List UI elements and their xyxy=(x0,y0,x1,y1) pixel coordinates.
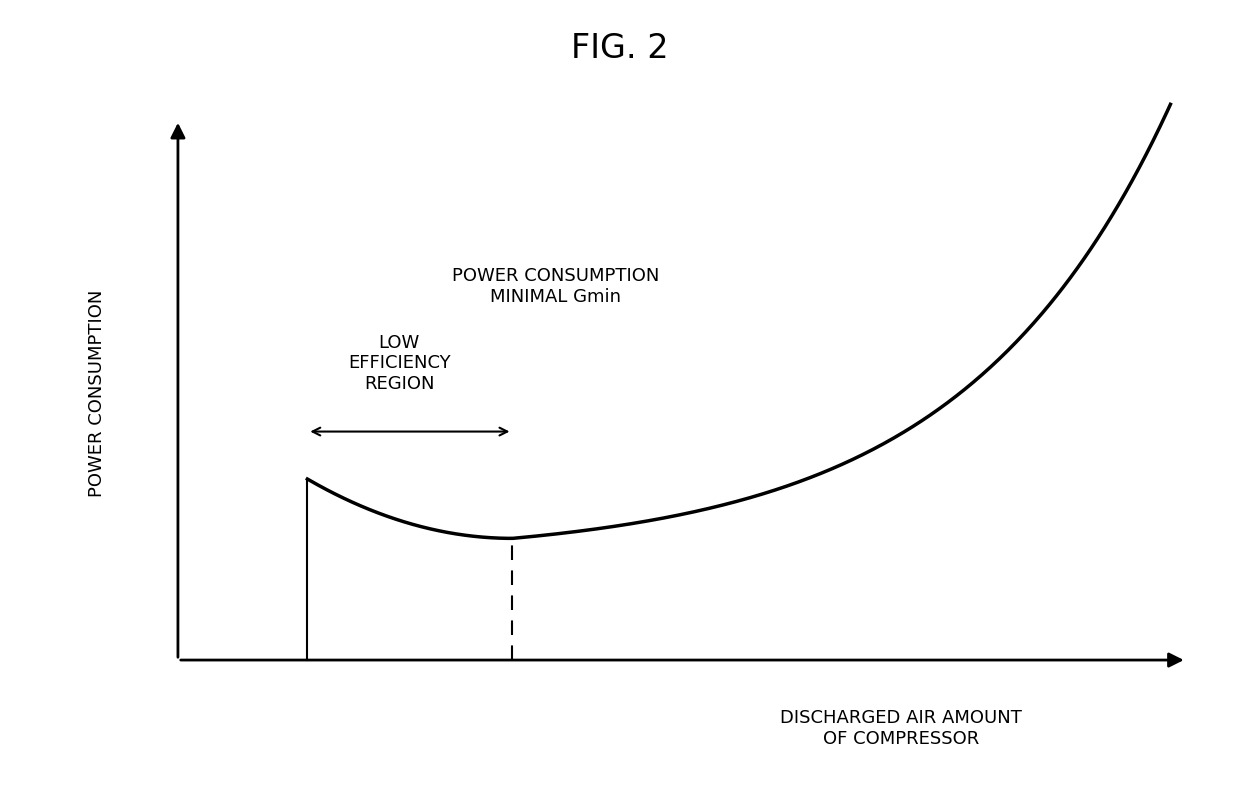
Text: POWER CONSUMPTION
MINIMAL Gmin: POWER CONSUMPTION MINIMAL Gmin xyxy=(451,267,660,306)
Text: LOW
EFFICIENCY
REGION: LOW EFFICIENCY REGION xyxy=(347,334,450,393)
Text: POWER CONSUMPTION: POWER CONSUMPTION xyxy=(88,290,107,496)
Text: FIG. 2: FIG. 2 xyxy=(572,31,668,65)
Text: DISCHARGED AIR AMOUNT
OF COMPRESSOR: DISCHARGED AIR AMOUNT OF COMPRESSOR xyxy=(780,709,1022,747)
